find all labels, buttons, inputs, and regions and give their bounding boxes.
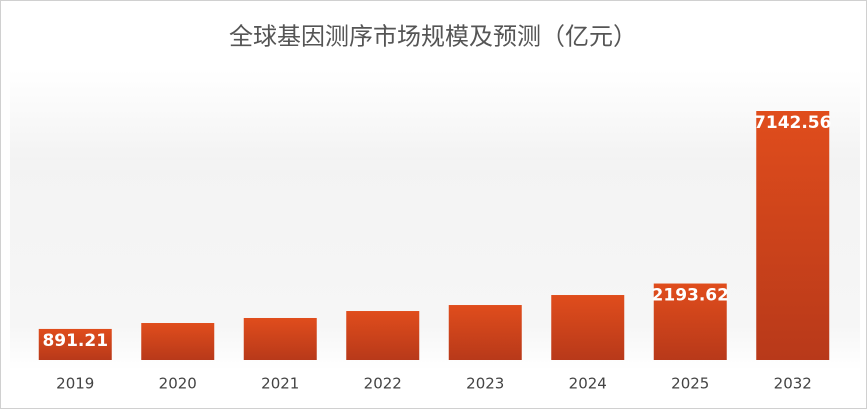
bar <box>243 317 317 360</box>
x-tick-label: 2022 <box>364 375 402 393</box>
x-tick-label: 2032 <box>774 375 812 393</box>
x-tick-label: 2020 <box>159 375 197 393</box>
plot-background <box>10 70 860 370</box>
x-tick-label: 2021 <box>261 375 299 393</box>
x-tick-label: 2019 <box>56 375 94 393</box>
value-label: 2193.62 <box>652 286 729 306</box>
chart-title: 全球基因测序市场规模及预测（亿元） <box>229 23 637 51</box>
x-tick-label: 2025 <box>671 375 709 393</box>
value-label: 891.21 <box>42 331 108 351</box>
x-tick-label: 2023 <box>466 375 504 393</box>
value-label: 7142.56 <box>754 113 831 133</box>
bar <box>346 311 420 360</box>
bar <box>756 111 830 360</box>
bar <box>448 305 522 360</box>
bar <box>653 283 727 360</box>
bar <box>551 295 625 360</box>
bar <box>38 328 112 360</box>
bar <box>141 323 215 360</box>
x-tick-label: 2024 <box>569 375 607 393</box>
